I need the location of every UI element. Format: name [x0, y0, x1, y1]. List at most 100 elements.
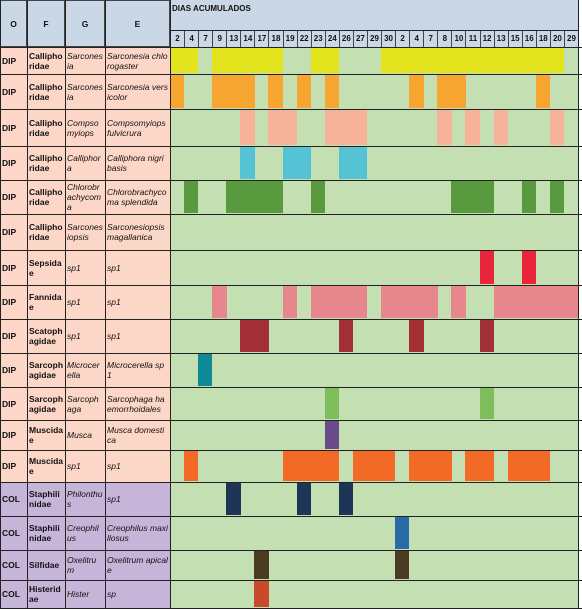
presence-cell — [564, 181, 578, 213]
presence-cell — [423, 388, 437, 419]
presence-cell — [465, 320, 479, 352]
presence-cell — [437, 483, 451, 515]
genus-cell: Philonthus — [65, 482, 105, 516]
day-header: 22 — [296, 30, 311, 47]
presence-cell — [367, 354, 381, 386]
order-cell: COL — [0, 580, 27, 608]
presence-cell — [395, 483, 409, 515]
presence-cell — [297, 421, 311, 449]
presence-cell — [521, 48, 537, 73]
presence-cell — [395, 286, 410, 318]
presence-cell — [338, 110, 354, 145]
species-cell: Musca domestica — [105, 420, 170, 450]
presence-cell — [564, 551, 578, 579]
presence-cell — [353, 421, 367, 449]
presence-cell — [494, 320, 508, 352]
row-line — [0, 318, 582, 320]
presence-cell — [297, 551, 311, 579]
presence-cell — [338, 320, 354, 352]
presence-cell — [451, 421, 465, 449]
presence-cell — [494, 581, 508, 607]
presence-cell — [325, 215, 339, 249]
row-line — [0, 73, 582, 75]
presence-cell — [325, 147, 339, 179]
presence-cell — [297, 181, 311, 213]
presence-cell — [296, 75, 311, 108]
presence-cell — [508, 251, 522, 284]
family-cell: Staphilinidae — [27, 516, 65, 550]
presence-cell — [226, 181, 241, 213]
presence-cell — [508, 320, 522, 352]
genus-cell: sp1 — [65, 250, 105, 285]
presence-cell — [184, 320, 198, 352]
presence-cell — [184, 147, 198, 179]
presence-cell — [184, 551, 198, 579]
presence-cell — [409, 320, 424, 352]
presence-cell — [226, 75, 241, 108]
presence-cell — [521, 451, 537, 481]
presence-cell — [437, 181, 451, 213]
presence-cell — [268, 215, 282, 249]
order-cell: DIP — [0, 214, 27, 250]
presence-cell — [184, 354, 198, 386]
row-line — [0, 145, 582, 147]
presence-cell — [184, 48, 199, 73]
order-cell: DIP — [0, 353, 27, 387]
presence-cell — [536, 421, 550, 449]
presence-cell — [367, 320, 381, 352]
presence-cell — [409, 451, 424, 481]
presence-cell — [451, 551, 465, 579]
presence-cell — [311, 215, 325, 249]
presence-cell — [353, 483, 367, 515]
presence-cell — [198, 421, 212, 449]
day-header: 4 — [409, 30, 424, 47]
presence-cell — [325, 581, 339, 607]
presence-cell — [395, 110, 409, 145]
presence-cell — [170, 388, 184, 419]
presence-cell — [437, 286, 451, 318]
presence-cell — [508, 110, 522, 145]
presence-cell — [268, 581, 282, 607]
day-band — [170, 146, 578, 180]
presence-cell — [508, 421, 522, 449]
presence-cell — [240, 451, 254, 481]
presence-cell — [282, 110, 297, 145]
order-cell: DIP — [0, 47, 27, 74]
presence-cell — [522, 320, 536, 352]
presence-cell — [521, 251, 537, 284]
presence-cell — [198, 483, 212, 515]
day-header: 18 — [268, 30, 283, 47]
presence-cell — [240, 388, 254, 419]
presence-cell — [437, 421, 451, 449]
presence-cell — [212, 388, 226, 419]
presence-cell — [170, 581, 184, 607]
presence-cell — [353, 251, 367, 284]
presence-cell — [283, 483, 297, 515]
presence-cell — [240, 147, 255, 179]
presence-cell — [564, 215, 578, 249]
row-line — [0, 386, 582, 388]
presence-cell — [381, 388, 395, 419]
presence-cell — [437, 354, 451, 386]
presence-cell — [212, 320, 226, 352]
presence-cell — [198, 517, 212, 549]
presence-cell — [508, 517, 522, 549]
family-cell: Calliphoridae — [27, 146, 65, 180]
presence-cell — [479, 388, 494, 419]
presence-cell — [311, 483, 325, 515]
presence-cell — [240, 286, 254, 318]
presence-cell — [409, 75, 424, 108]
presence-cell — [353, 581, 367, 607]
presence-cell — [282, 286, 297, 318]
family-cell: Calliphoridae — [27, 47, 65, 74]
col-line — [27, 0, 28, 608]
presence-cell — [184, 286, 198, 318]
day-header: 30 — [381, 30, 396, 47]
presence-cell — [536, 517, 550, 549]
day-band — [170, 580, 578, 608]
order-cell: DIP — [0, 109, 27, 146]
presence-cell — [353, 48, 367, 73]
presence-cell — [493, 48, 508, 73]
presence-cell — [212, 354, 226, 386]
